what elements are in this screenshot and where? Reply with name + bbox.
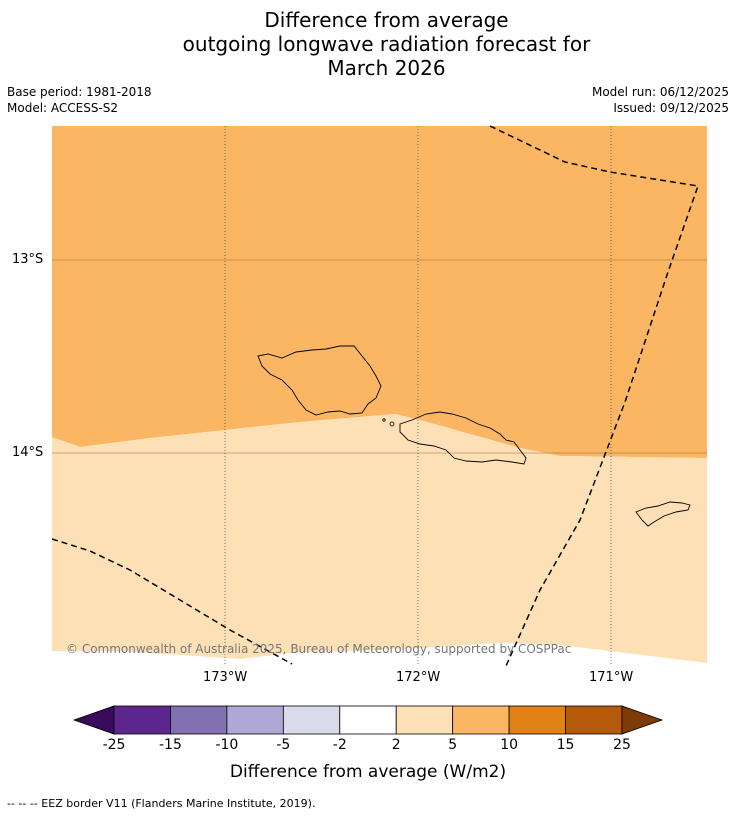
- meta-left: Base period: 1981-2018 Model: ACCESS-S2: [7, 84, 152, 116]
- islet-manono: [389, 421, 395, 427]
- eez-border-southwest: [51, 538, 293, 665]
- island-tutuila: [635, 501, 691, 527]
- colorbar-bin-5-to-10: [452, 705, 510, 735]
- model-run: Model run: 06/12/2025: [591, 85, 729, 99]
- lat-label-14s: 14°S: [12, 445, 44, 460]
- colorbar-bin-10-to-15: [508, 705, 566, 735]
- anomaly-region-2-5: [52, 414, 707, 663]
- islet-apolima: [382, 418, 386, 422]
- colorbar-extend-high: [621, 705, 664, 735]
- colorbar-bin--25-to--15: [113, 705, 171, 735]
- colorbar-bin-2-to-5: [395, 705, 454, 735]
- colorbar: [72, 705, 664, 735]
- colorbar-bin--10-to--5: [226, 705, 284, 735]
- chart-title: Difference from average outgoing longwav…: [0, 8, 736, 80]
- lon-label-171w: 171°W: [589, 670, 634, 685]
- colorbar-tick-label: -25: [102, 737, 126, 753]
- title-line-2: outgoing longwave radiation forecast for: [182, 32, 591, 56]
- colorbar-tick-label: 2: [391, 737, 401, 753]
- lat-label-13s: 13°S: [12, 252, 44, 267]
- colorbar-tick-label: -5: [276, 737, 291, 753]
- eez-border: [51, 125, 700, 667]
- base-period: Base period: 1981-2018: [7, 85, 152, 99]
- title-line-3: March 2026: [327, 56, 446, 80]
- anomaly-region-5-10: [52, 126, 707, 458]
- colorbar-tick-label: -15: [159, 737, 182, 753]
- colorbar-tick-label: 25: [613, 737, 631, 753]
- island-savaii: [257, 345, 382, 416]
- colorbar-tick-label: -2: [332, 737, 347, 753]
- issued-date: Issued: 09/12/2025: [613, 101, 729, 115]
- colorbar-tick-label: -10: [215, 737, 239, 753]
- copyright-text: © Commonwealth of Australia 2025, Bureau…: [66, 642, 571, 656]
- colorbar-bin--2-to-2: [339, 705, 397, 735]
- colorbar-tick-label: 5: [448, 737, 458, 753]
- model-name: Model: ACCESS-S2: [7, 101, 119, 115]
- colorbar-tick-label: 10: [500, 737, 519, 753]
- eez-legend-note: -- -- -- EEZ border V11 (Flanders Marine…: [7, 797, 316, 810]
- colorbar-bin-15-to-25: [565, 705, 623, 735]
- meta-right: Model run: 06/12/2025 Issued: 09/12/2025: [592, 84, 729, 116]
- colorbar-label: Difference from average (W/m2): [229, 762, 507, 782]
- colorbar-bin--5-to--2: [282, 705, 341, 735]
- longitude-gridlines: [224, 126, 612, 666]
- latitude-gridlines: [52, 259, 707, 454]
- title-line-1: Difference from average: [264, 8, 509, 32]
- lon-label-172w: 172°W: [396, 670, 441, 685]
- colorbar-bin--15-to--10: [170, 705, 228, 735]
- island-upolu: [399, 411, 527, 465]
- lon-label-173w: 173°W: [203, 670, 248, 685]
- colorbar-tick-label: 15: [556, 737, 575, 753]
- colorbar-extend-low: [72, 705, 115, 735]
